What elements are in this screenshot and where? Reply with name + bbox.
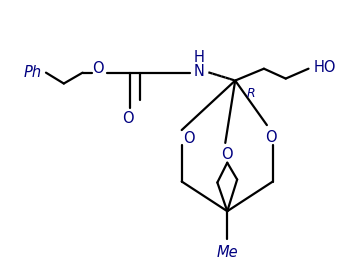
Text: R: R (247, 87, 255, 100)
Text: Me: Me (217, 245, 238, 260)
Text: O: O (265, 130, 277, 146)
Text: O: O (183, 132, 194, 146)
Text: Ph: Ph (23, 65, 41, 80)
Text: O: O (92, 61, 103, 76)
Text: H: H (194, 50, 205, 65)
Text: O: O (221, 147, 233, 162)
Text: HO: HO (314, 60, 337, 75)
Text: O: O (122, 111, 134, 126)
Text: N: N (194, 64, 205, 79)
